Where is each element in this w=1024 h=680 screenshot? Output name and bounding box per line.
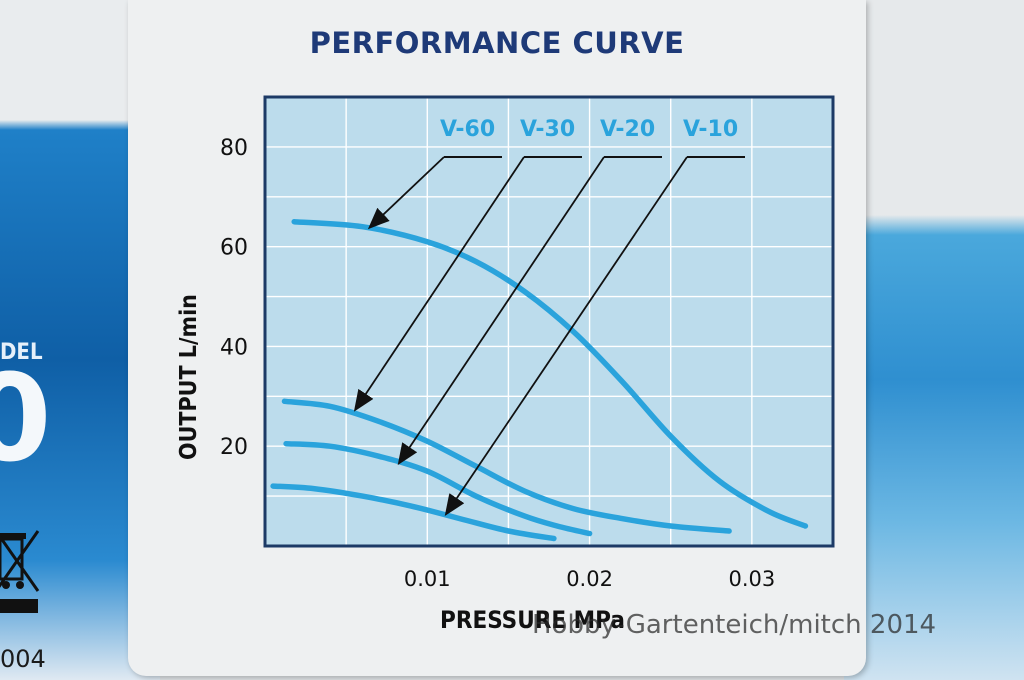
legend-arrow-v-10 (444, 156, 688, 517)
series-line-v-60 (291, 218, 809, 529)
legend-label-v-60: V-60 (440, 117, 495, 142)
legend-arrow-v-60 (367, 156, 445, 230)
x-tick-label: 0.01 (404, 567, 451, 591)
y-tick-label: 60 (220, 236, 248, 261)
series-line-v-10 (270, 483, 557, 542)
legend-label-v-20: V-20 (600, 117, 655, 142)
background-right-panel (844, 0, 1024, 680)
legend-label-v-30: V-30 (520, 117, 575, 142)
chart-title: PERFORMANCE CURVE (309, 26, 685, 60)
x-axis-label: PRESSURE MPa (440, 606, 625, 634)
crossed-out-bin-icon (0, 530, 40, 613)
x-tick-label: 0.03 (728, 567, 775, 591)
y-axis-label: OUTPUT L/min (176, 294, 202, 460)
y-tick-label: 20 (220, 435, 248, 460)
watermark-text: Hobby-Gartenteich/mitch 2014 (532, 610, 937, 640)
legend-arrow-v-20 (397, 156, 605, 466)
series-line-v-20 (283, 440, 593, 537)
legend-arrow-v-30 (353, 156, 525, 412)
model-label-fragment: DEL (0, 340, 43, 365)
plot-area (265, 97, 833, 546)
series-line-v-30 (281, 398, 732, 534)
legend-label-v-10: V-10 (683, 117, 738, 142)
y-tick-label: 80 (220, 136, 248, 161)
plot-frame (263, 95, 835, 548)
y-tick-label: 40 (220, 335, 248, 360)
product-code-fragment: 004 (0, 645, 46, 673)
x-tick-label: 0.02 (566, 567, 613, 591)
model-number-fragment: 0 (0, 350, 52, 489)
